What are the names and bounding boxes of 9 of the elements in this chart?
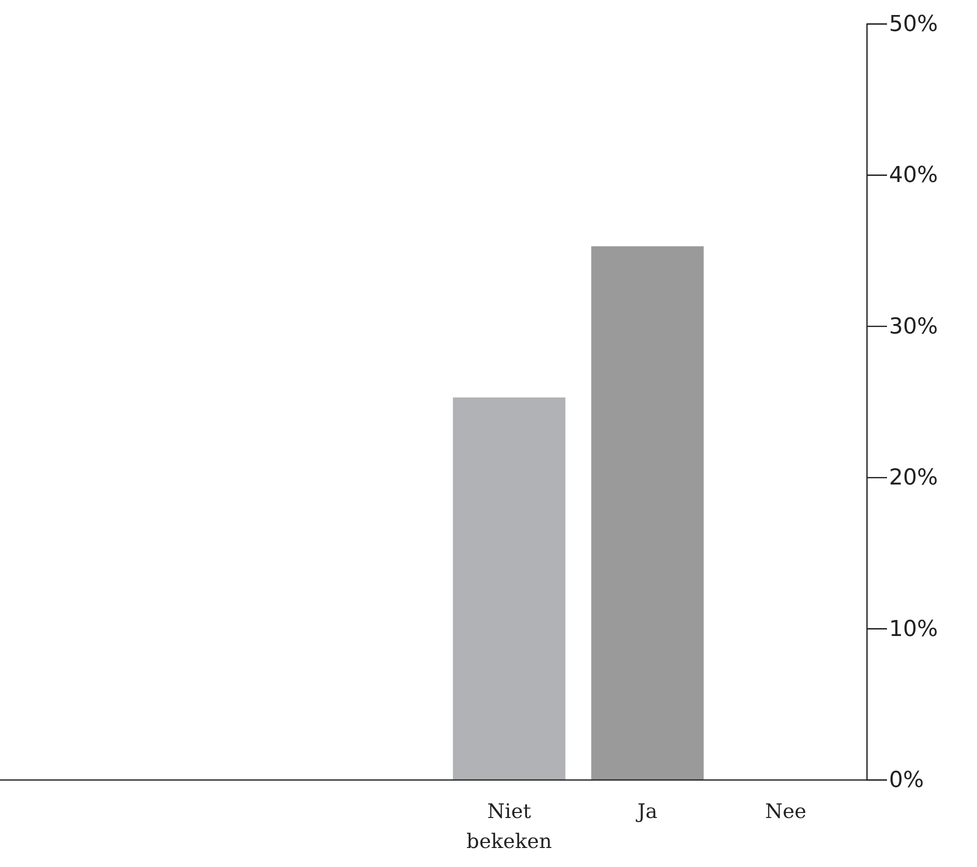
y-tick-label: 30% [889,314,938,340]
y-tick-label: 50% [889,12,938,38]
y-tick-label: 0% [889,768,924,794]
x-tick-label: Ja [635,799,658,823]
y-tick-label: 10% [889,616,938,642]
x-tick-label: Niet bekeken [466,799,552,853]
x-tick-label: Nee [765,799,806,823]
y-tick-label: 20% [889,466,938,491]
y-tick-label: 40% [889,163,938,188]
